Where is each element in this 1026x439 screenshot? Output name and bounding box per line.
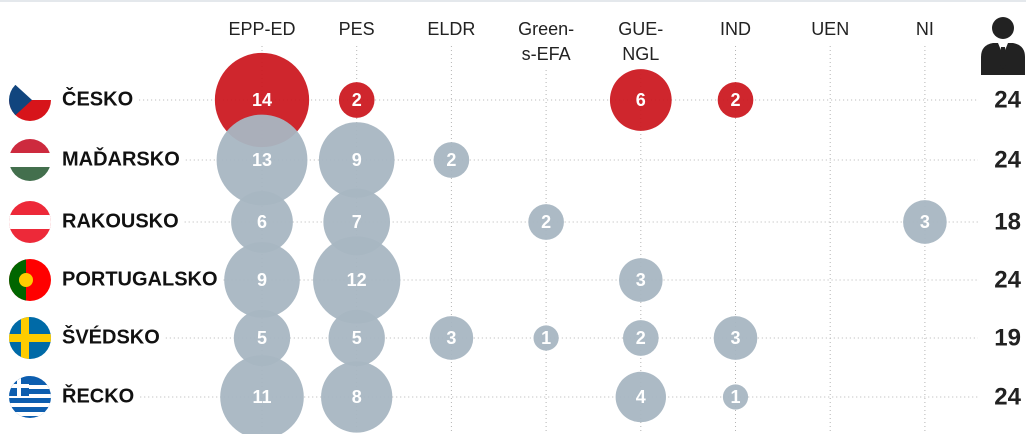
bubble <box>533 325 559 351</box>
bubble <box>722 384 749 410</box>
bubble-label: 7 <box>352 212 362 232</box>
marks: 14 2 6 213 9 26 7 2 39 12 35 5 3 1 2 311 8 4 1 <box>214 52 947 439</box>
column-header-line: ELDR <box>427 19 475 39</box>
bubble-label: 2 <box>636 328 646 348</box>
bubble <box>717 82 754 118</box>
flag-cz <box>9 79 51 121</box>
row-total: 18 <box>994 208 1021 235</box>
bubble-label: 6 <box>636 90 646 110</box>
bubble-label: 3 <box>920 212 930 232</box>
flag-hu <box>9 139 51 181</box>
column-header-line: NGL <box>622 44 659 64</box>
bubble <box>233 309 291 367</box>
row-total: 24 <box>994 383 1021 410</box>
bubble <box>321 361 393 433</box>
bubble <box>618 258 663 302</box>
bubble <box>231 191 293 253</box>
country-label: MAĎARSKO <box>62 146 180 170</box>
bubble-label: 3 <box>636 270 646 290</box>
row-total: 24 <box>994 86 1021 113</box>
column-header: UEN <box>811 19 849 39</box>
country-label: ŘECKO <box>62 383 134 407</box>
bubble-label: 9 <box>352 150 362 170</box>
column-header: NI <box>916 19 934 39</box>
column-header-line: PES <box>339 19 375 39</box>
flag-gr <box>9 376 51 418</box>
country-label: PORTUGALSKO <box>62 268 218 290</box>
column-header-line: s-EFA <box>522 44 571 64</box>
bubble <box>609 69 672 131</box>
column-header: EPP-ED <box>228 19 295 39</box>
bubble-label: 5 <box>257 328 267 348</box>
country-label: ČESKO <box>62 86 133 110</box>
bubble <box>528 204 564 240</box>
row-total: 19 <box>994 324 1021 351</box>
person-icon <box>981 17 1025 75</box>
bubble <box>323 188 391 256</box>
bubble-label: 2 <box>352 90 362 110</box>
bubble <box>328 309 385 367</box>
country-label: ŠVÉDSKO <box>62 324 160 348</box>
bubble <box>220 355 304 439</box>
country-label: RAKOUSKO <box>62 210 179 232</box>
bubble <box>224 242 300 318</box>
column-header-line: IND <box>720 19 751 39</box>
bubble-label: 9 <box>257 270 267 290</box>
bubble-label: 11 <box>252 387 271 407</box>
bubble <box>433 142 470 178</box>
bubble-label: 12 <box>347 270 367 290</box>
column-header-line: EPP-ED <box>228 19 295 39</box>
bubble-label: 4 <box>636 387 646 407</box>
column-header: Green-s-EFA <box>518 19 574 64</box>
row-total: 24 <box>994 266 1021 293</box>
column-header: ELDR <box>427 19 475 39</box>
bubble-label: 3 <box>730 328 740 348</box>
bubble-label: 2 <box>541 212 551 232</box>
flag-se <box>9 317 51 359</box>
bubble-label: 6 <box>257 212 267 232</box>
bubble-label: 3 <box>446 328 456 348</box>
column-header-line: UEN <box>811 19 849 39</box>
bubble-label: 8 <box>352 387 362 407</box>
bubble-label: 13 <box>252 150 272 170</box>
column-header: GUE- NGL <box>618 19 663 64</box>
bubble <box>622 320 659 356</box>
row-total: 24 <box>994 146 1021 173</box>
bubble <box>216 114 308 206</box>
column-header-line: NI <box>916 19 934 39</box>
column-header-line: GUE- <box>618 19 663 39</box>
flag-at <box>9 201 51 243</box>
column-header: IND <box>720 19 751 39</box>
flag-pt <box>9 259 51 301</box>
bubble-label: 2 <box>446 150 456 170</box>
column-header: PES <box>339 19 375 39</box>
bubble-label: 1 <box>541 328 551 348</box>
bubble-label: 5 <box>352 328 362 348</box>
bubble-label: 2 <box>730 90 740 110</box>
bubble <box>615 371 666 423</box>
column-header-line: Green- <box>518 19 574 39</box>
bubble <box>313 236 401 324</box>
bubble <box>429 316 474 360</box>
bubble-label: 1 <box>730 387 740 407</box>
bubble <box>713 316 758 360</box>
bubble <box>338 82 375 118</box>
bubble <box>903 200 947 244</box>
bubble <box>318 122 395 198</box>
bubble-label: 14 <box>252 90 272 110</box>
